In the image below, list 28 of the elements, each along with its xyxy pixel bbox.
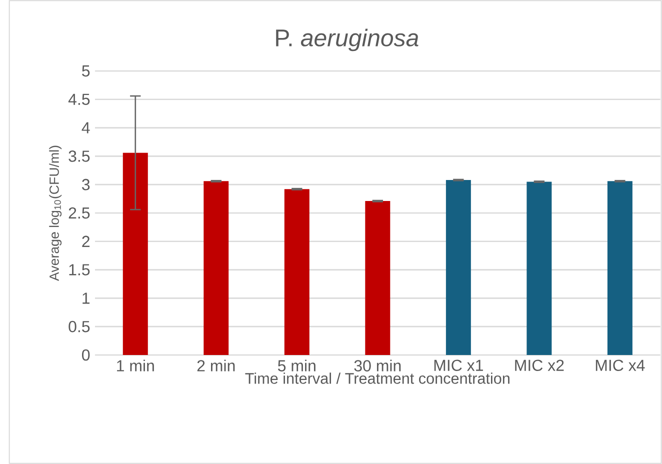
bar (607, 181, 632, 355)
y-tick-label: 1 (82, 292, 90, 304)
x-tick-label: MIC x1 (434, 360, 483, 372)
chart-title: P. aeruginosa (276, 28, 418, 52)
y-tick-label: 3 (82, 178, 90, 190)
x-axis-title: Time interval / Treatment concentration (245, 372, 510, 384)
x-tick-label: 30 min (354, 360, 401, 372)
bar (446, 180, 471, 355)
x-tick-label: MIC x4 (596, 360, 645, 372)
y-tick-label: 5 (82, 65, 90, 77)
bar (122, 152, 148, 355)
y-axis-title: Average log$_{10}$(CFU/ml) (49, 146, 62, 281)
bar (204, 181, 229, 355)
bar (284, 189, 310, 355)
y-tick-label: 2.5 (68, 207, 90, 219)
bar (365, 201, 390, 355)
y-tick-label: 0 (82, 349, 90, 361)
y-tick-label: 1.5 (69, 264, 90, 276)
y-tick-label: 4.5 (68, 94, 90, 105)
x-tick-label: 1 min (117, 360, 154, 372)
x-tick-label: MIC x2 (515, 360, 564, 372)
x-tick-label: 2 min (197, 360, 235, 372)
y-tick-label: 2 (82, 236, 90, 247)
y-tick-label: 3.5 (68, 150, 90, 162)
y-tick-label: 0.5 (68, 320, 90, 332)
y-tick-label: 4 (82, 122, 90, 134)
bar (526, 182, 552, 355)
x-tick-label: 5 min (278, 360, 316, 372)
